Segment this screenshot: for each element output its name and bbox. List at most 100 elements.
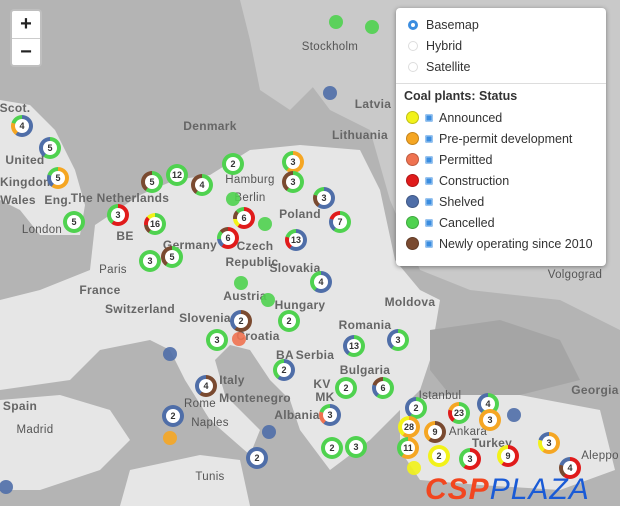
plant-cluster-marker[interactable]: 3 [459,448,481,470]
plant-marker[interactable] [507,408,521,422]
cluster-count: 7 [333,215,347,229]
checkbox[interactable] [425,155,433,164]
cluster-count: 6 [376,381,390,395]
plant-cluster-marker[interactable]: 3 [538,432,560,454]
plant-cluster-marker[interactable]: 3 [319,404,341,426]
map-label: United [5,153,45,167]
plant-cluster-marker[interactable]: 3 [107,204,129,226]
legend-item[interactable]: Construction [404,170,598,191]
plant-marker[interactable] [232,332,246,346]
plant-cluster-marker[interactable]: 4 [559,457,581,479]
plant-cluster-marker[interactable]: 2 [428,445,450,467]
plant-cluster-marker[interactable]: 3 [479,409,501,431]
checkbox[interactable] [425,197,433,206]
plant-cluster-marker[interactable]: 13 [285,229,307,251]
plant-cluster-marker[interactable]: 5 [161,246,183,268]
plant-cluster-marker[interactable]: 4 [310,271,332,293]
checkbox[interactable] [425,134,433,143]
plant-cluster-marker[interactable]: 2 [246,447,268,469]
cluster-count: 4 [314,275,328,289]
legend-item[interactable]: Announced [404,107,598,128]
plant-cluster-marker[interactable]: 9 [424,421,446,443]
cluster-count: 3 [349,440,363,454]
zoom-in-button[interactable]: + [20,13,32,35]
plant-cluster-marker[interactable]: 2 [273,359,295,381]
checkbox[interactable] [425,218,433,227]
plant-cluster-marker[interactable]: 28 [398,416,420,438]
plant-cluster-marker[interactable]: 2 [162,405,184,427]
plant-cluster-marker[interactable]: 7 [329,211,351,233]
legend-item[interactable]: Cancelled [404,212,598,233]
plant-cluster-marker[interactable]: 3 [345,436,367,458]
plant-cluster-marker[interactable]: 5 [141,171,163,193]
watermark-part2: PLAZA [489,473,590,506]
cluster-count: 3 [210,333,224,347]
map-label: Spain [2,399,38,413]
layer-option-satellite[interactable]: Satellite [404,56,598,77]
legend-item[interactable]: Newly operating since 2010 [404,233,598,254]
map-label: Slovenia [179,311,231,325]
plant-cluster-marker[interactable]: 6 [372,377,394,399]
plant-marker[interactable] [323,86,337,100]
plant-marker[interactable] [0,480,13,494]
layer-option-hybrid[interactable]: Hybrid [404,35,598,56]
plant-cluster-marker[interactable]: 9 [497,445,519,467]
plant-cluster-marker[interactable]: 4 [195,375,217,397]
map-label: Ankara [448,426,488,438]
plant-cluster-marker[interactable]: 4 [11,115,33,137]
radio-button[interactable] [408,61,418,72]
plant-marker[interactable] [226,192,240,206]
plant-cluster-marker[interactable]: 6 [217,227,239,249]
plant-cluster-marker[interactable]: 4 [191,174,213,196]
legend-item[interactable]: Pre-permit development [404,128,598,149]
plant-cluster-marker[interactable]: 3 [282,151,304,173]
plant-marker[interactable] [261,293,275,307]
plant-cluster-marker[interactable]: 5 [63,211,85,233]
layer-option-basemap[interactable]: Basemap [404,14,598,35]
map-label: Slovakia [269,261,321,275]
plant-marker[interactable] [365,20,379,34]
plant-cluster-marker[interactable]: 16 [144,213,166,235]
plant-cluster-marker[interactable]: 3 [139,250,161,272]
plant-cluster-marker[interactable]: 2 [405,397,427,419]
plant-marker[interactable] [163,347,177,361]
plant-cluster-marker[interactable]: 11 [397,437,419,459]
legend-item-label: Construction [439,173,510,188]
plant-cluster-marker[interactable]: 12 [166,164,188,186]
plant-cluster-marker[interactable]: 5 [39,137,61,159]
plant-cluster-marker[interactable]: 13 [343,335,365,357]
plant-marker[interactable] [407,461,421,475]
plant-cluster-marker[interactable]: 3 [206,329,228,351]
plant-marker[interactable] [258,217,272,231]
plant-marker[interactable] [234,276,248,290]
plant-cluster-marker[interactable]: 2 [278,310,300,332]
legend-item[interactable]: Permitted [404,149,598,170]
plant-cluster-marker[interactable]: 3 [282,171,304,193]
plant-marker[interactable] [329,15,343,29]
zoom-out-button[interactable]: − [12,38,40,65]
legend-item[interactable]: Shelved [404,191,598,212]
checkbox[interactable] [425,113,433,122]
plant-cluster-marker[interactable]: 3 [387,329,409,351]
cluster-count: 5 [43,141,57,155]
map-label: Republic [225,255,279,269]
cluster-count: 3 [542,436,556,450]
plant-cluster-marker[interactable]: 2 [321,437,343,459]
cluster-count: 3 [143,254,157,268]
plant-cluster-marker[interactable]: 2 [222,153,244,175]
radio-button[interactable] [408,40,418,51]
radio-button[interactable] [408,19,418,30]
cluster-count: 2 [409,401,423,415]
plant-cluster-marker[interactable]: 2 [230,310,252,332]
checkbox[interactable] [425,176,433,185]
plant-cluster-marker[interactable]: 23 [448,402,470,424]
plant-cluster-marker[interactable]: 6 [233,207,255,229]
plant-cluster-marker[interactable]: 5 [47,167,69,189]
plant-marker[interactable] [163,431,177,445]
map-label: Georgia [571,383,619,397]
plant-cluster-marker[interactable]: 3 [313,187,335,209]
checkbox[interactable] [425,239,433,248]
map-label: Poland [279,207,321,221]
plant-cluster-marker[interactable]: 2 [335,377,357,399]
plant-marker[interactable] [262,425,276,439]
